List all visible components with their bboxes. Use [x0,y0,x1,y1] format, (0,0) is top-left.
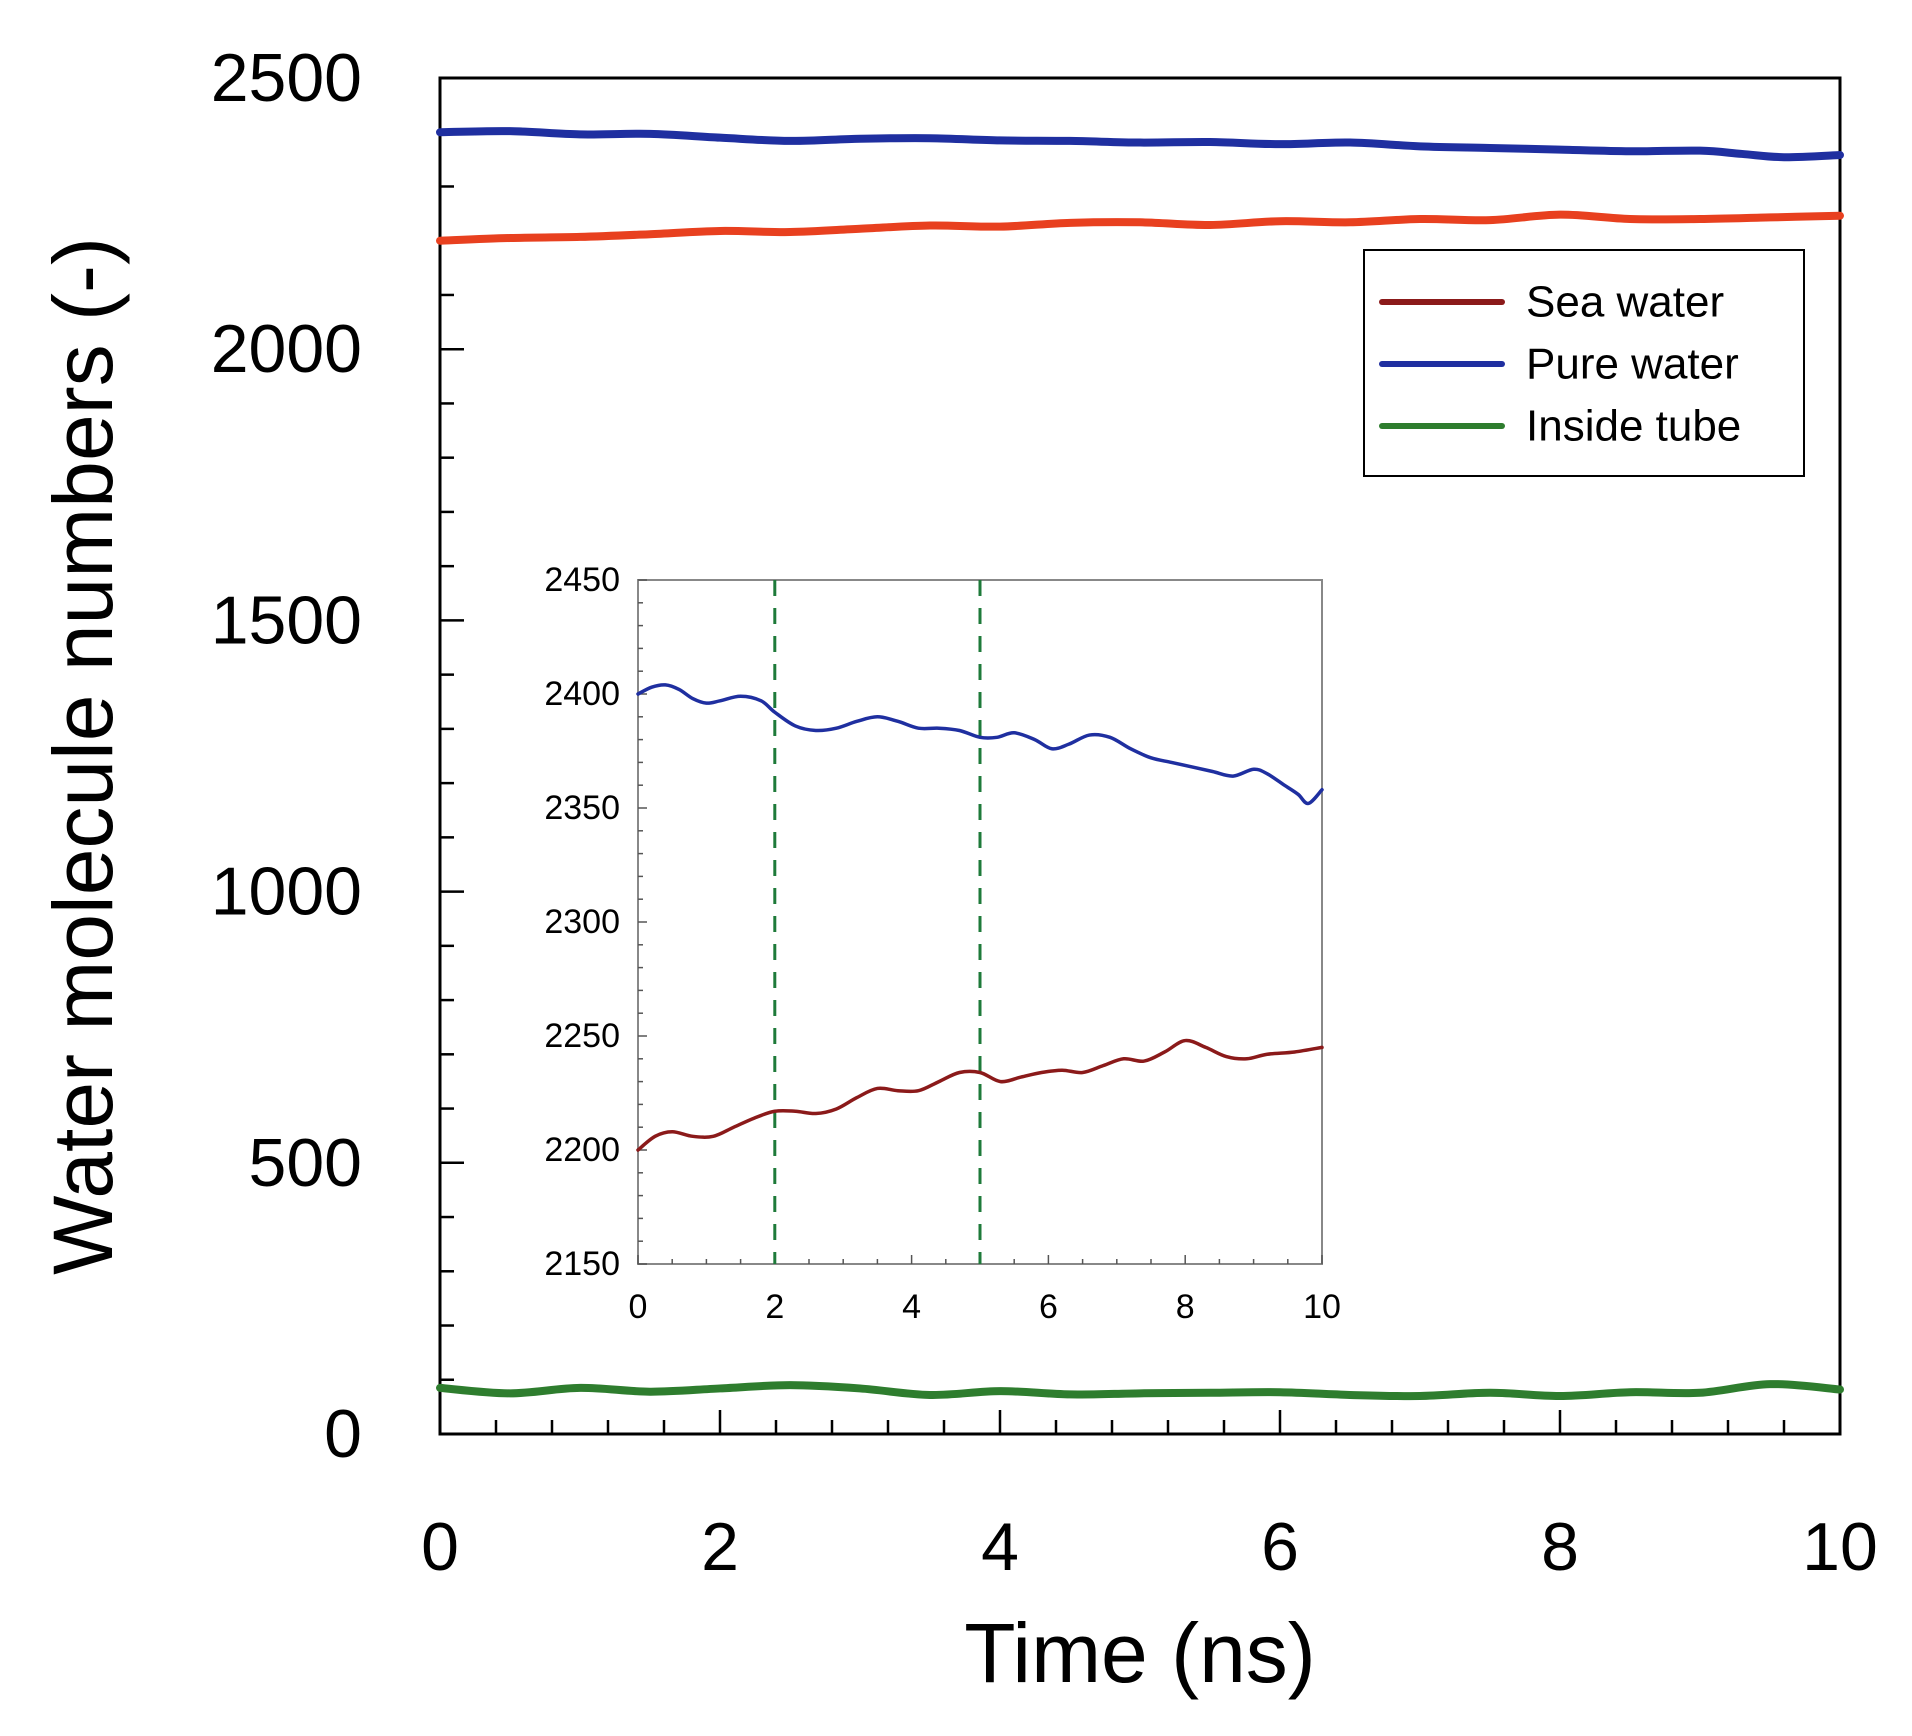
y-tick-label: 1000 [211,854,362,930]
main-ticks [438,76,1842,1436]
x-tick-label: 2 [701,1509,739,1585]
y-axis-title: Water molecule numbers (-) [36,237,130,1275]
series-line-sea-water [436,210,1844,245]
inset-y-tick-label: 2450 [544,561,620,599]
inset-series-line-pure-water [636,683,1324,806]
inset-series-line-sea-water [636,1038,1324,1152]
inset-x-tick-label: 2 [765,1288,784,1326]
y-tick-label: 2000 [211,311,362,387]
inset-y-tick-label: 2200 [544,1131,620,1169]
inset-y-tick-labels: 2150 2200 2250 2300 2350 2400 2450 [544,561,620,1283]
series-line-pure-water [436,127,1844,162]
x-axis-title: Time (ns) [964,1606,1316,1700]
legend-label-sea-water: Sea water [1526,278,1724,327]
y-tick-label: 1500 [211,582,362,658]
inset-y-tick-label: 2150 [544,1245,620,1283]
inset-chart: 2150 2200 2250 2300 2350 2400 2450 0 2 4… [544,561,1341,1326]
series-line-inside-tube [436,1380,1844,1401]
legend: Sea water Pure water Inside tube [1363,249,1805,477]
inset-x-tick-label: 6 [1039,1288,1058,1326]
main-series [436,127,1844,1401]
main-y-tick-labels: 0 500 1000 1500 2000 2500 [211,40,362,1472]
inset-x-tick-label: 10 [1303,1288,1341,1326]
inset-x-tick-labels: 0 2 4 6 8 10 [629,1288,1341,1326]
legend-label-inside-tube: Inside tube [1526,402,1741,451]
inset-series [636,683,1324,1152]
x-tick-label: 4 [981,1509,1019,1585]
inset-y-tick-label: 2250 [544,1017,620,1055]
main-plot-frame [438,76,1842,1436]
y-tick-label: 2500 [211,40,362,116]
inset-x-tick-label: 0 [629,1288,648,1326]
x-tick-label: 0 [421,1509,459,1585]
inset-y-tick-label: 2350 [544,789,620,827]
inset-x-tick-label: 4 [902,1288,921,1326]
inset-y-tick-label: 2300 [544,903,620,941]
inset-y-tick-label: 2400 [544,675,620,713]
main-x-tick-labels: 0 2 4 6 8 10 [421,1509,1878,1585]
y-tick-label: 0 [324,1396,362,1472]
x-tick-label: 6 [1261,1509,1299,1585]
inset-x-tick-label: 8 [1176,1288,1195,1326]
x-tick-label: 8 [1541,1509,1579,1585]
inset-vlines [773,580,982,1264]
x-tick-label: 10 [1802,1509,1878,1585]
legend-label-pure-water: Pure water [1526,340,1739,389]
y-tick-label: 500 [249,1125,362,1201]
